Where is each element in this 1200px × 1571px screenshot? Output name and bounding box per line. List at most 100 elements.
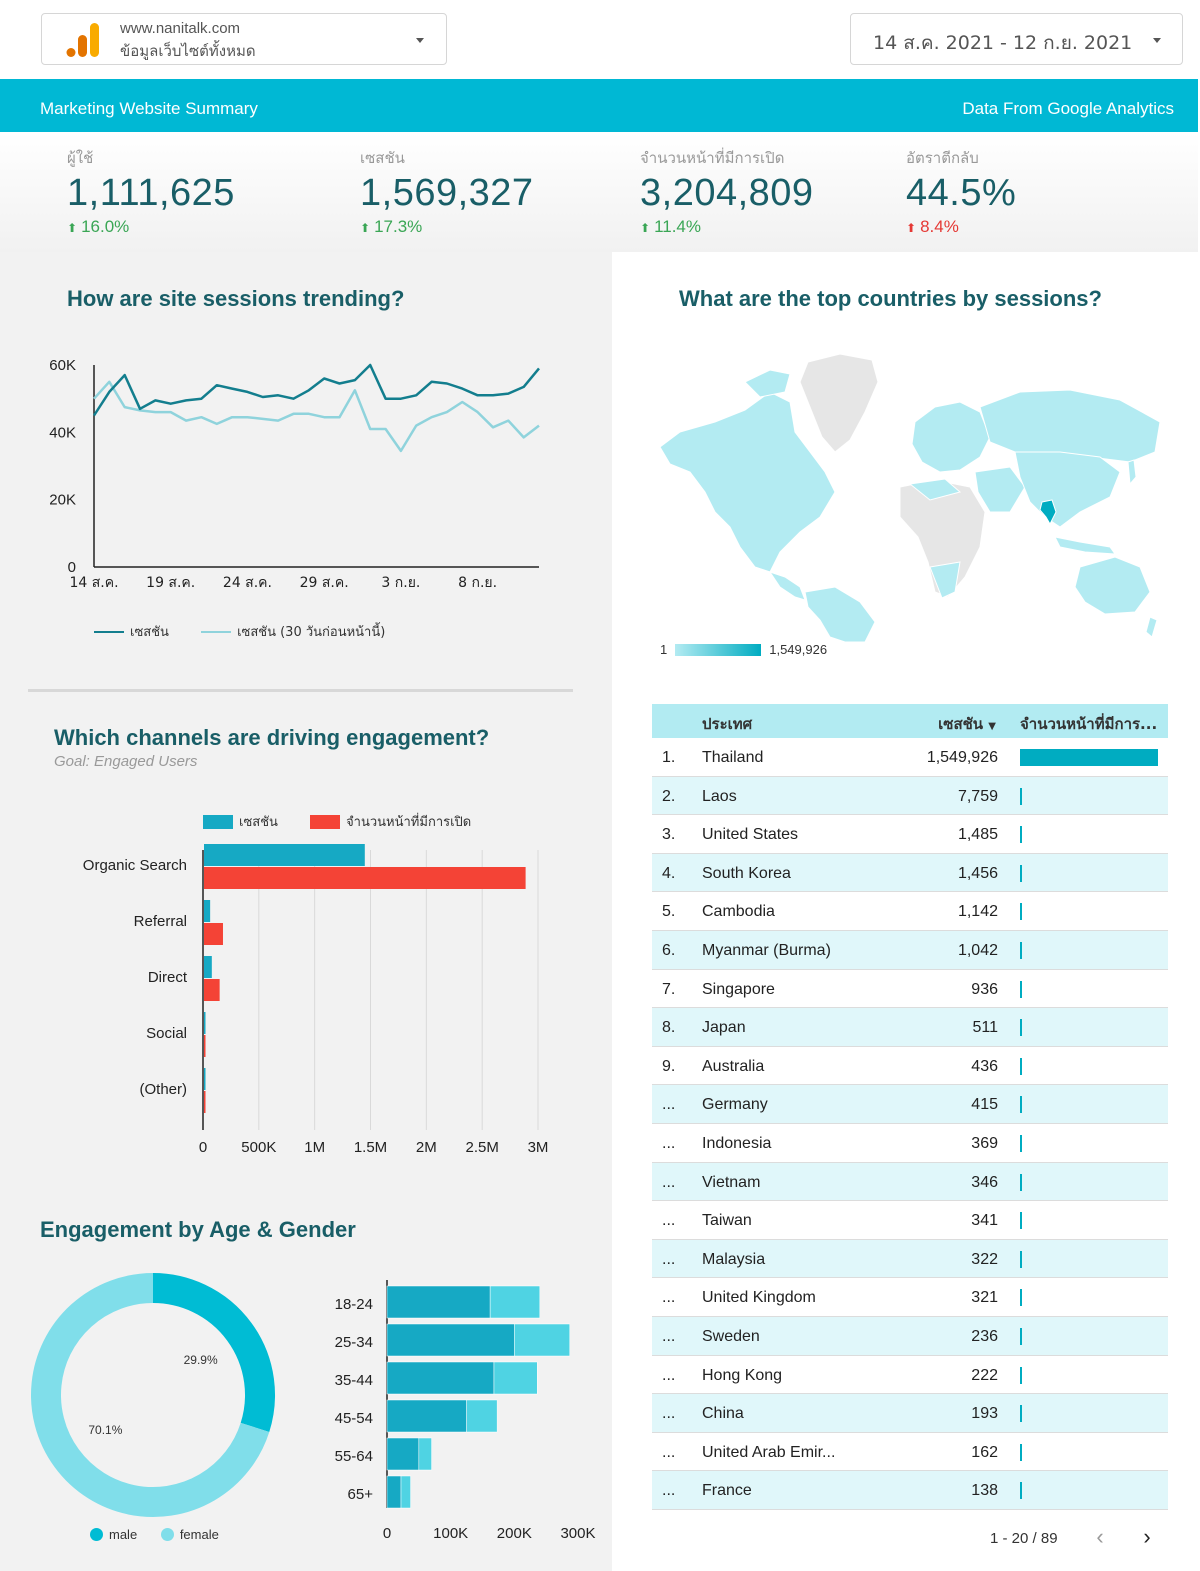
table-row[interactable]: 2. Laos 7,759: [652, 776, 1168, 816]
donut-slice-female[interactable]: [31, 1273, 270, 1517]
row-rank: 5.: [662, 903, 676, 921]
table-row[interactable]: 7. Singapore 936: [652, 969, 1168, 1009]
chevron-right-icon[interactable]: ›: [1143, 1524, 1151, 1549]
kpi-bounce-rate[interactable]: อัตราตีกลับ 44.5% ⬆ 8.4%: [906, 146, 1016, 237]
map-region-middle-east[interactable]: [974, 466, 1026, 513]
legend-item-pageviews[interactable]: จำนวนหน้าที่มีการเปิด: [310, 811, 471, 832]
age-bar-male[interactable]: [386, 1285, 491, 1319]
bar-1[interactable]: [204, 979, 220, 1001]
table-row[interactable]: 5. Cambodia 1,142: [652, 892, 1168, 931]
bar-0[interactable]: [204, 1068, 206, 1090]
map-region-south-africa[interactable]: [929, 561, 961, 599]
legend-label: male: [109, 1527, 138, 1542]
map-region-north-africa[interactable]: [908, 478, 962, 501]
map-region-greenland[interactable]: [799, 353, 879, 453]
y-tick-label: 20K: [49, 492, 76, 509]
map-region-thailand[interactable]: [1039, 499, 1057, 526]
legend-item-sessions[interactable]: เซสชัน: [203, 811, 278, 832]
map-region-japan[interactable]: [1127, 459, 1137, 486]
legend-item-previous[interactable]: เซสชัน (30 วันก่อนหน้านี้): [201, 621, 385, 642]
age-bar-female[interactable]: [418, 1437, 432, 1471]
sessions-line-chart[interactable]: 0 20K 40K 60K 14 ส.ค. 19 ส.ค. 24 ส.ค. 29 ส.ค. 3 …: [30, 345, 570, 605]
age-bar-male[interactable]: [386, 1475, 402, 1509]
kpi-users[interactable]: ผู้ใช้ 1,111,625 ⬆ 16.0%: [67, 146, 235, 237]
bar-0[interactable]: [204, 844, 365, 866]
table-row[interactable]: 3. United States 1,485: [652, 815, 1168, 854]
map-region-new-zealand[interactable]: [1145, 616, 1158, 638]
age-bar-female[interactable]: [514, 1323, 570, 1357]
age-bar-female[interactable]: [493, 1361, 538, 1395]
table-row[interactable]: 4. South Korea 1,456: [652, 853, 1168, 893]
map-region-asia[interactable]: [1014, 451, 1121, 528]
kpi-delta: ⬆ 8.4%: [906, 217, 1016, 237]
table-row[interactable]: ... Malaysia 322: [652, 1239, 1168, 1279]
x-tick-label: 100K: [433, 1525, 468, 1542]
donut-slice-male[interactable]: [152, 1273, 275, 1432]
column-header-pageviews[interactable]: จำนวนหน้าที่มีการ...: [1020, 715, 1158, 733]
kpi-sessions[interactable]: เซสชัน 1,569,327 ⬆ 17.3%: [360, 146, 534, 237]
kpi-pageviews[interactable]: จำนวนหน้าที่มีการเปิด 3,204,809 ⬆ 11.4%: [640, 146, 814, 237]
chevron-left-icon[interactable]: ‹: [1096, 1524, 1104, 1549]
map-region-south-america[interactable]: [804, 586, 876, 642]
bar-1[interactable]: [204, 1035, 206, 1057]
series-line-1[interactable]: [93, 380, 540, 453]
table-row[interactable]: 9. Australia 436: [652, 1046, 1168, 1086]
map-region-arctic-islands[interactable]: [744, 369, 791, 398]
map-region-central-america[interactable]: [768, 571, 806, 601]
channels-bar-chart[interactable]: 0 500K 1M 1.5M 2M 2.5M 3M Organic Search Referra…: [30, 840, 590, 1170]
map-region-north-america[interactable]: [660, 391, 836, 573]
legend-item-male[interactable]: male: [90, 1527, 137, 1542]
table-row[interactable]: ... Vietnam 346: [652, 1162, 1168, 1202]
age-bar-female[interactable]: [466, 1399, 498, 1433]
arrow-up-icon: ⬆: [640, 221, 651, 235]
table-row[interactable]: ... United Kingdom 321: [652, 1278, 1168, 1317]
table-row[interactable]: ... United Arab Emir... 162: [652, 1432, 1168, 1472]
age-bar-chart[interactable]: 0 100K 200K 300K 18-24 25-34 35-44 45-54 55-64 65…: [310, 1278, 610, 1548]
table-row[interactable]: ... Sweden 236: [652, 1316, 1168, 1356]
column-header-sessions[interactable]: เซสชัน ▼: [938, 712, 996, 736]
age-bar-female[interactable]: [400, 1475, 411, 1509]
table-row[interactable]: 8. Japan 511: [652, 1008, 1168, 1047]
age-bar-male[interactable]: [386, 1399, 467, 1433]
legend-item-female[interactable]: female: [160, 1527, 219, 1542]
table-row[interactable]: ... France 138: [652, 1471, 1168, 1510]
bar-1[interactable]: [204, 923, 223, 945]
age-bar-male[interactable]: [386, 1323, 515, 1357]
row-sessions: 341: [971, 1212, 998, 1230]
age-bar-male[interactable]: [386, 1361, 495, 1395]
legend-item-sessions[interactable]: เซสชัน: [94, 621, 169, 642]
row-pageviews-bar: [1020, 941, 1022, 959]
bar-1[interactable]: [204, 867, 526, 889]
gender-donut-chart[interactable]: 29.9% 70.1%: [20, 1262, 290, 1522]
bar-0[interactable]: [204, 956, 212, 978]
map-region-indonesia[interactable]: [1054, 536, 1117, 555]
bar-chart-legend: เซสชัน จำนวนหน้าที่มีการเปิด: [203, 811, 499, 833]
table-row[interactable]: 6. Myanmar (Burma) 1,042: [652, 930, 1168, 970]
age-bar-male[interactable]: [386, 1437, 420, 1471]
legend-label: เซสชัน: [239, 815, 278, 830]
map-region-africa[interactable]: [899, 479, 986, 598]
table-row[interactable]: ... Taiwan 341: [652, 1201, 1168, 1240]
map-region-australia[interactable]: [1074, 556, 1151, 615]
date-range-selector[interactable]: 14 ส.ค. 2021 - 12 ก.ย. 2021: [850, 13, 1183, 65]
table-row[interactable]: ... Indonesia 369: [652, 1123, 1168, 1163]
account-selector[interactable]: www.nanitalk.com ข้อมูลเว็บไซต์ทั้งหมด: [41, 13, 447, 65]
table-body: 1. Thailand 1,549,926 2. Laos 7,759 3. United S…: [652, 738, 1168, 1510]
table-row[interactable]: ... China 193: [652, 1394, 1168, 1433]
bar-0[interactable]: [204, 1012, 206, 1034]
table-row[interactable]: ... Germany 415: [652, 1085, 1168, 1124]
series-line-0[interactable]: [92, 363, 540, 417]
row-sessions: 7,759: [957, 787, 998, 805]
map-region-russia[interactable]: [979, 389, 1161, 463]
column-header-country[interactable]: ประเทศ: [702, 715, 753, 733]
table-row[interactable]: 1. Thailand 1,549,926: [652, 738, 1168, 777]
x-tick-label: 0: [383, 1525, 391, 1542]
bar-0[interactable]: [204, 900, 211, 922]
row-country: United Arab Emir...: [702, 1443, 836, 1461]
age-bar-female[interactable]: [489, 1285, 541, 1319]
table-row[interactable]: ... Hong Kong 222: [652, 1355, 1168, 1395]
bar-1[interactable]: [204, 1091, 206, 1113]
map-region-europe[interactable]: [911, 401, 991, 473]
row-rank: ...: [662, 1212, 676, 1230]
world-map[interactable]: [660, 352, 1165, 642]
